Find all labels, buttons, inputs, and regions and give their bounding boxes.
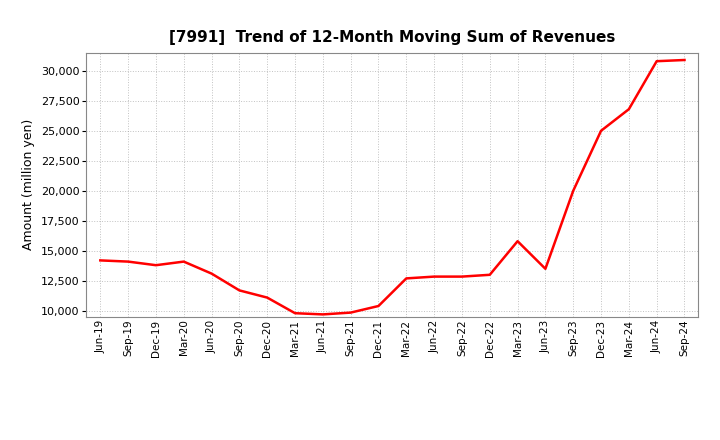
Title: [7991]  Trend of 12-Month Moving Sum of Revenues: [7991] Trend of 12-Month Moving Sum of R… [169,29,616,45]
Y-axis label: Amount (million yen): Amount (million yen) [22,119,35,250]
